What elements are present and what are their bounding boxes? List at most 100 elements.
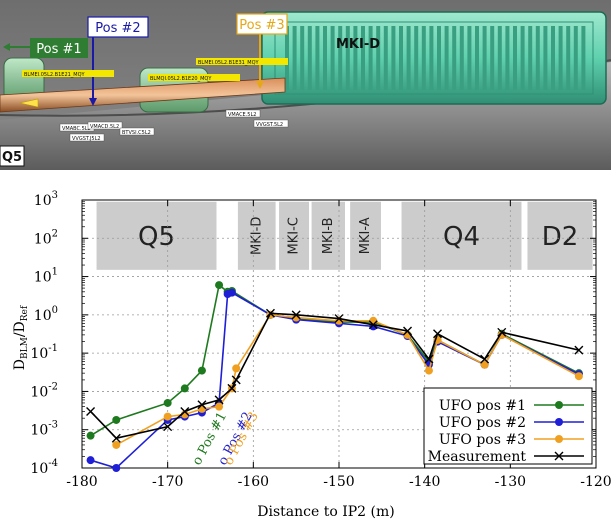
- region-box: [350, 201, 381, 270]
- pos1-arrowhead: [3, 43, 10, 51]
- kicker-rib: [307, 26, 312, 90]
- kicker-rib: [383, 26, 388, 90]
- region-mki-a: MKI-A: [350, 201, 381, 270]
- data-point: [197, 366, 206, 375]
- data-point: [433, 329, 443, 339]
- legend-label: Measurement: [428, 449, 527, 465]
- region-box: [401, 201, 522, 270]
- x-tick-label: -140: [409, 474, 440, 490]
- x-tick-label: -180: [66, 474, 97, 490]
- region-label: MKI-C: [287, 217, 302, 254]
- kicker-rib: [482, 26, 487, 90]
- kicker-rib: [581, 26, 586, 90]
- element-tag-5: VVGST.5L2: [253, 119, 289, 128]
- grid-layer: [82, 200, 596, 468]
- series-layer: [86, 281, 584, 472]
- region-box: [279, 201, 310, 270]
- kicker-rib: [543, 26, 548, 90]
- kicker-rib: [330, 26, 335, 90]
- kicker-rib: [467, 26, 472, 90]
- dose-ratio-chart: Q5 MKI-D MKI-C MKI-B MKI-A Q4 D2 -180 -170 -160-…: [12, 190, 611, 520]
- y-tick-label: 100: [34, 305, 58, 324]
- svg-text:VMACD.5L2: VMACD.5L2: [90, 124, 119, 130]
- kicker-rib: [353, 26, 358, 90]
- x-tick-label: -170: [152, 474, 183, 490]
- region-box: [96, 201, 217, 270]
- data-point: [215, 402, 224, 411]
- svg-text:BLMEI.05L2.B1E21_MQY: BLMEI.05L2.B1E21_MQY: [24, 72, 86, 78]
- kicker-rib: [551, 26, 555, 90]
- kicker-rib: [452, 26, 457, 90]
- x-tick-label: -160: [238, 474, 269, 490]
- data-point: [112, 464, 121, 472]
- y-tick-label: 10-3: [30, 420, 58, 439]
- svg-text:BLMEI.05L2.B1E31_MQY: BLMEI.05L2.B1E31_MQY: [198, 60, 260, 66]
- data-point: [86, 406, 96, 416]
- data-point: [197, 400, 207, 410]
- data-point: [163, 422, 173, 432]
- kicker-rib: [444, 26, 449, 90]
- legend-label: UFO pos #1: [439, 398, 526, 414]
- region-mki-b: MKI-B: [311, 201, 345, 270]
- kicker-rib: [528, 26, 533, 90]
- element-tag-4: VMACE.5L2: [225, 109, 261, 118]
- data-point: [215, 281, 224, 290]
- pos3-label: Pos #3: [239, 18, 284, 33]
- blm-tag-2: BLMQI.05L2.B1E20_MQY: [148, 74, 240, 82]
- kicker-rib: [429, 26, 434, 90]
- data-point: [163, 412, 172, 421]
- kicker-rib: [573, 26, 578, 90]
- data-point: [112, 440, 121, 449]
- kicker-rib: [497, 26, 502, 90]
- kicker-rib: [361, 26, 365, 90]
- y-tick-label: 101: [34, 267, 58, 286]
- element-tag-2: VMACD.5L2: [87, 121, 123, 130]
- pos3-box: [236, 13, 288, 35]
- data-point: [111, 433, 121, 443]
- kicker-rib: [345, 26, 350, 90]
- kicker-rib: [338, 26, 343, 90]
- legend-swatch-marker: [555, 435, 563, 443]
- element-tag-3: BTVSI.C5L2: [119, 127, 155, 136]
- data-point: [232, 364, 241, 373]
- data-point: [265, 308, 275, 318]
- q5-label: Q5: [2, 150, 22, 165]
- y-tick-label: 10-1: [30, 343, 58, 362]
- svg-text:VVGST.5L2: VVGST.5L2: [256, 122, 283, 128]
- region-d2: D2: [527, 201, 593, 270]
- kicker-rib: [566, 26, 571, 90]
- kicker-rib: [520, 26, 525, 90]
- y-tick-label: 10-2: [30, 381, 58, 400]
- region-label: MKI-D: [249, 217, 264, 255]
- data-point: [368, 320, 378, 330]
- region-label: MKI-B: [321, 217, 336, 254]
- data-point: [424, 366, 433, 375]
- x-tick-label: -150: [323, 474, 354, 490]
- kicker-rib: [315, 26, 320, 90]
- element-tag-6: VVGST.J5L2: [69, 133, 105, 142]
- kicker-rib: [414, 26, 419, 90]
- kicker-rib: [376, 26, 381, 90]
- kicker-rib: [505, 26, 510, 90]
- beamline-illustration: Q5 MKI-D Pos #1 Pos #2 Pos #3 BLMEI.05L2…: [0, 0, 611, 170]
- y-tick-label: 103: [34, 190, 58, 209]
- data-point: [180, 406, 190, 416]
- svg-text:BTVSI.C5L2: BTVSI.C5L2: [122, 130, 151, 136]
- data-point: [227, 288, 236, 297]
- kicker-rib: [475, 26, 479, 90]
- legend-swatch-marker: [555, 418, 563, 426]
- kicker-label: MKI-D: [336, 37, 380, 52]
- kicker-rib: [399, 26, 403, 90]
- annotation-layer: o Pos #1o Pos #2o Pos #3: [190, 410, 262, 468]
- y-tick-label: 102: [34, 228, 58, 247]
- legend-label: UFO pos #2: [439, 415, 526, 431]
- legend-swatch-marker: [554, 451, 564, 461]
- series-4: [86, 308, 584, 443]
- data-point: [424, 354, 434, 364]
- data-point: [480, 360, 489, 369]
- q5-tag-box: [0, 145, 25, 167]
- region-label: D2: [542, 222, 579, 252]
- data-point: [86, 431, 95, 440]
- kicker-rib: [459, 26, 464, 90]
